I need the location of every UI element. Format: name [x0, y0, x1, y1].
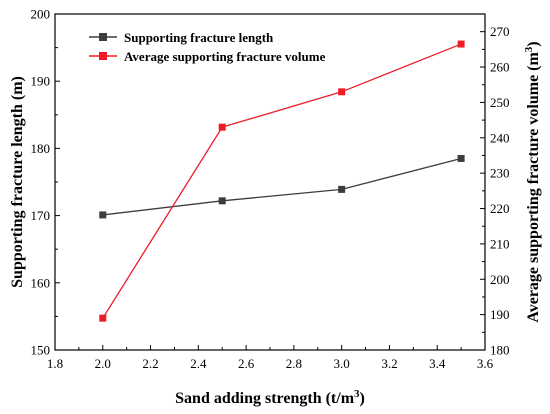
series-line-1: [102, 43, 462, 319]
legend: Supporting fracture length Average suppo…: [89, 30, 326, 64]
series-0-point: [99, 211, 107, 219]
legend-item-volume: Average supporting fracture volume: [89, 49, 326, 64]
legend-label-volume: Average supporting fracture volume: [124, 49, 326, 64]
y-right-tick-label: 210: [490, 236, 510, 251]
y-right-tick-label: 260: [490, 60, 510, 75]
legend-item-length: Supporting fracture length: [89, 30, 274, 45]
x-tick-label: 2.2: [142, 356, 158, 371]
x-tick-label: 2.6: [238, 356, 255, 371]
y-left-tick-label: 190: [31, 74, 51, 89]
y-left-tick-label: 180: [31, 141, 51, 156]
x-tick-label: 1.8: [47, 356, 63, 371]
legend-marker-volume: [99, 52, 107, 60]
y-left-axis-ticks: 150 160 170 180 190 200: [31, 7, 60, 358]
plot-frame: [54, 13, 486, 351]
x-axis-title: Sand adding strength (t/m3): [175, 388, 365, 407]
series-1-point: [457, 40, 465, 48]
x-tick-label: 3.6: [477, 356, 494, 371]
y-left-tick-label: 150: [31, 343, 51, 358]
x-tick-label: 2.0: [95, 356, 111, 371]
x-tick-label: 2.4: [190, 356, 207, 371]
y-left-axis-title: Supporting fracture length (m): [9, 76, 26, 288]
legend-marker-length: [99, 33, 107, 41]
x-tick-label: 3.0: [334, 356, 350, 371]
series-1-point: [218, 123, 226, 131]
series-line-0: [102, 157, 462, 216]
y-right-tick-label: 230: [490, 166, 510, 181]
y-right-axis-title: Average supporting fracture volume (m3): [523, 41, 542, 322]
y-right-tick-label: 180: [490, 343, 510, 358]
series-0-point: [457, 154, 465, 162]
y-left-tick-label: 170: [31, 208, 51, 223]
series-1-point: [99, 314, 107, 322]
series-0-point: [338, 185, 346, 193]
y-right-tick-label: 220: [490, 201, 510, 216]
y-right-tick-label: 240: [490, 130, 510, 145]
y-left-tick-label: 200: [31, 7, 51, 22]
y-right-tick-label: 270: [490, 24, 510, 39]
legend-label-length: Supporting fracture length: [124, 30, 274, 45]
x-axis-ticks: 1.8 2.0 2.2 2.4 2.6 2.8 3.0 3.2 3.4 3.6: [47, 345, 494, 371]
y-right-tick-label: 200: [490, 272, 510, 287]
y-right-axis-ticks: 180 190 200 210 220 230 240 250 260 270: [480, 24, 510, 358]
x-tick-label: 3.4: [429, 356, 446, 371]
x-tick-label: 3.2: [381, 356, 397, 371]
y-right-tick-label: 190: [490, 307, 510, 322]
y-right-tick-label: 250: [490, 95, 510, 110]
series-1-point: [338, 88, 346, 96]
series-layer: [99, 40, 465, 322]
y-left-tick-label: 160: [31, 275, 51, 290]
series-0-point: [218, 197, 226, 205]
x-tick-label: 2.8: [286, 356, 302, 371]
